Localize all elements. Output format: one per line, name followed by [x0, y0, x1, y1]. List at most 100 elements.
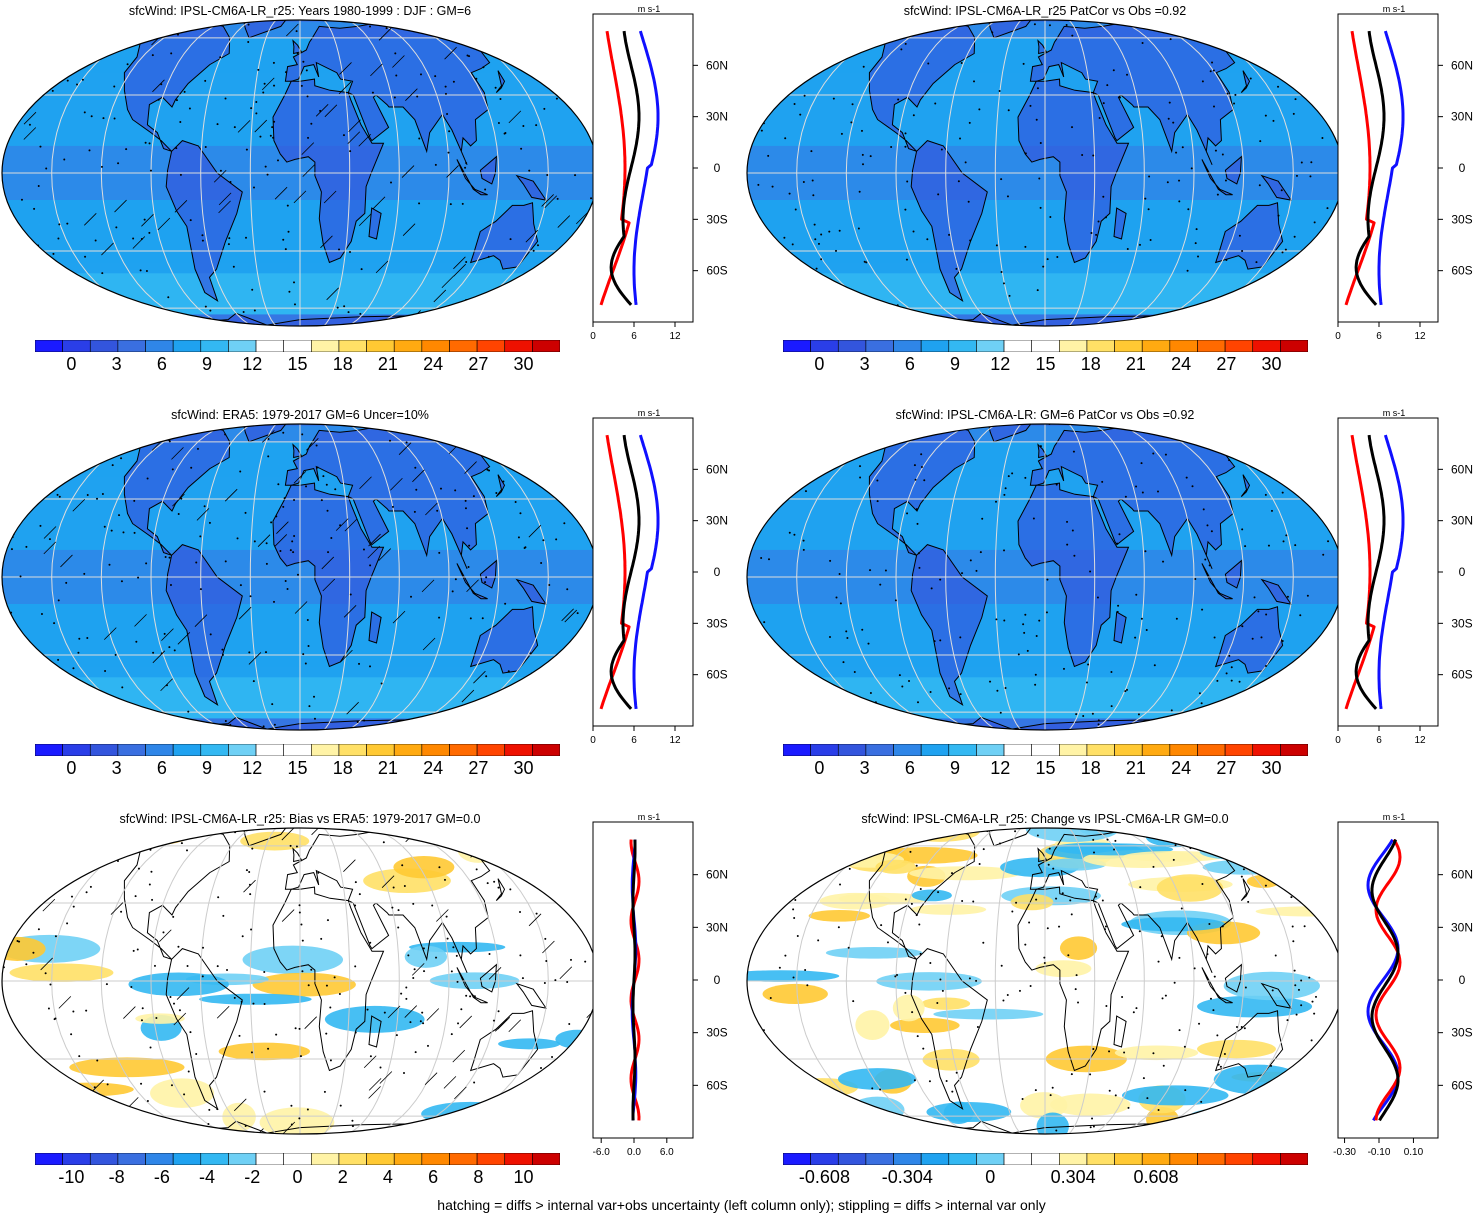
colorbar-tick-label: 15	[287, 758, 308, 778]
profile-lat-label: 30S	[1451, 616, 1472, 630]
colorbar-labels-4: 0 3 6 9 12 15 18 21 24 27 30	[783, 758, 1308, 780]
profile-curve	[632, 30, 660, 306]
colorbar-tick-label: 21	[1125, 354, 1146, 374]
profile-lat-label: 60S	[706, 264, 727, 278]
zonal-profile-1: m s-1 60N 30N 0 30S 60S 0 6 12	[590, 4, 728, 342]
profile-x-tick: 0	[590, 735, 596, 746]
profile-lat-label: 60N	[1451, 58, 1473, 72]
colorbar-tick-label: 0.304	[1050, 1167, 1096, 1187]
colorbar-tick-label: 18	[332, 758, 353, 778]
colorbar-tick-label: 24	[1171, 354, 1192, 374]
map-panel-6	[746, 827, 1344, 1135]
profile-lat-label: 30N	[706, 920, 728, 934]
map-panel-4	[746, 423, 1344, 731]
zonal-profile-5: m s-1 60N 30N 0 30S 60S -6.0 0.0 6.0	[592, 812, 728, 1158]
map-panel-2	[746, 19, 1344, 327]
colorbar-labels-2: 0 3 6 9 12 15 18 21 24 27 30	[783, 354, 1308, 376]
colorbar-tick-label: 27	[1216, 758, 1237, 778]
colorbar-labels-3: 0 3 6 9 12 15 18 21 24 27 30	[35, 758, 560, 780]
colorbar-tick-label: 2	[337, 1167, 348, 1187]
profile-curve	[1370, 839, 1400, 1122]
profile-x-tick: 0	[1335, 331, 1341, 342]
profile-curve	[631, 839, 637, 1121]
profile-lat-label: 60S	[706, 1078, 727, 1092]
profile-unit-label: m s-1	[1383, 408, 1406, 418]
colorbar-tick-label: 24	[423, 354, 444, 374]
profile-lat-label: 0	[1459, 973, 1466, 987]
profile-x-tick: 12	[669, 331, 681, 342]
colorbar-tick-label: 12	[242, 758, 263, 778]
profile-lat-label: 30N	[706, 514, 728, 528]
profile-lat-label: 60N	[706, 868, 728, 882]
colorbar-tick-label: 18	[1080, 758, 1101, 778]
profile-unit-label: m s-1	[638, 408, 661, 418]
colorbar-tick-label: 9	[202, 758, 213, 778]
profile-x-tick: -6.0	[593, 1147, 611, 1158]
profile-x-tick: 0.10	[1404, 1147, 1424, 1158]
colorbar-tick-label: 3	[111, 354, 122, 374]
profile-lat-label: 0	[714, 973, 721, 987]
profile-lat-label: 60N	[1451, 462, 1473, 476]
colorbar-tick-label: -6	[153, 1167, 170, 1187]
profile-x-tick: 6	[1376, 735, 1382, 746]
zonal-profile-3: m s-1 60N 30N 0 30S 60S 0 6 12	[590, 408, 728, 746]
colorbar-tick-label: 30	[513, 758, 534, 778]
colorbar-tick-label: 3	[111, 758, 122, 778]
map-panel-5	[1, 827, 599, 1135]
profile-lat-label: 60N	[706, 58, 728, 72]
profile-lat-label: 30S	[706, 616, 727, 630]
colorbar-tick-label: 0.608	[1133, 1167, 1179, 1187]
colorbar-tick-label: 9	[950, 354, 961, 374]
colorbar-2	[783, 340, 1308, 352]
panel-title-2: sfcWind: IPSL-CM6A-LR_r25 PatCor vs Obs …	[903, 4, 1187, 18]
colorbar-tick-label: 4	[382, 1167, 393, 1187]
colorbar-tick-label: 18	[332, 354, 353, 374]
zonal-profile-6: m s-1 60N 30N 0 30S 60S -0.30 -0.10 0.10	[1333, 812, 1473, 1158]
profile-lat-label: 60S	[1451, 1078, 1472, 1092]
profile-lat-label: 30N	[706, 110, 728, 124]
profile-x-tick: 6	[631, 735, 637, 746]
profile-x-tick: 0	[590, 331, 596, 342]
colorbar-labels-1: 0 3 6 9 12 15 18 21 24 27 30	[35, 354, 560, 376]
profile-x-tick: -0.10	[1368, 1147, 1391, 1158]
colorbar-tick-label: 10	[513, 1167, 534, 1187]
colorbar-6	[783, 1153, 1308, 1165]
colorbar-tick-label: 6	[156, 758, 167, 778]
map-panel-3	[1, 423, 599, 731]
colorbar-tick-label: 27	[468, 354, 489, 374]
zonal-profile-2: m s-1 60N 30N 0 30S 60S 0 6 12	[1335, 4, 1473, 342]
colorbar-tick-label: 24	[423, 758, 444, 778]
profile-lat-label: 60S	[706, 668, 727, 682]
colorbar-tick-label: 12	[990, 354, 1011, 374]
profile-x-tick: 12	[1414, 331, 1426, 342]
colorbar-4	[783, 744, 1308, 756]
profile-x-tick: 6	[631, 331, 637, 342]
profile-lat-label: 0	[1459, 161, 1466, 175]
colorbar-tick-label: 21	[377, 354, 398, 374]
profile-lat-label: 0	[714, 565, 721, 579]
profile-curve	[1377, 30, 1405, 306]
colorbar-tick-label: 24	[1171, 758, 1192, 778]
profile-x-tick: -0.30	[1333, 1147, 1356, 1158]
profile-lat-label: 60N	[1451, 868, 1473, 882]
colorbar-1	[35, 340, 560, 352]
colorbar-5	[35, 1153, 560, 1165]
colorbar-tick-label: -4	[199, 1167, 216, 1187]
profile-lat-label: 30N	[1451, 110, 1473, 124]
colorbar-tick-label: -0.608	[798, 1167, 850, 1187]
colorbar-tick-label: 9	[950, 758, 961, 778]
colorbar-tick-label: 12	[242, 354, 263, 374]
colorbar-tick-label: 6	[904, 354, 915, 374]
profile-unit-label: m s-1	[1383, 812, 1406, 822]
profile-curve	[1344, 30, 1376, 306]
colorbar-tick-label: 18	[1080, 354, 1101, 374]
colorbar-tick-label: 3	[859, 354, 870, 374]
profile-curve	[1354, 30, 1386, 306]
profile-lat-label: 30S	[1451, 1026, 1472, 1040]
colorbar-tick-label: 0	[985, 1167, 996, 1187]
profile-curve	[632, 434, 660, 710]
profile-lat-label: 30S	[1451, 212, 1472, 226]
colorbar-tick-label: 30	[1261, 354, 1282, 374]
colorbar-tick-label: 30	[1261, 758, 1282, 778]
profile-unit-label: m s-1	[1383, 4, 1406, 14]
